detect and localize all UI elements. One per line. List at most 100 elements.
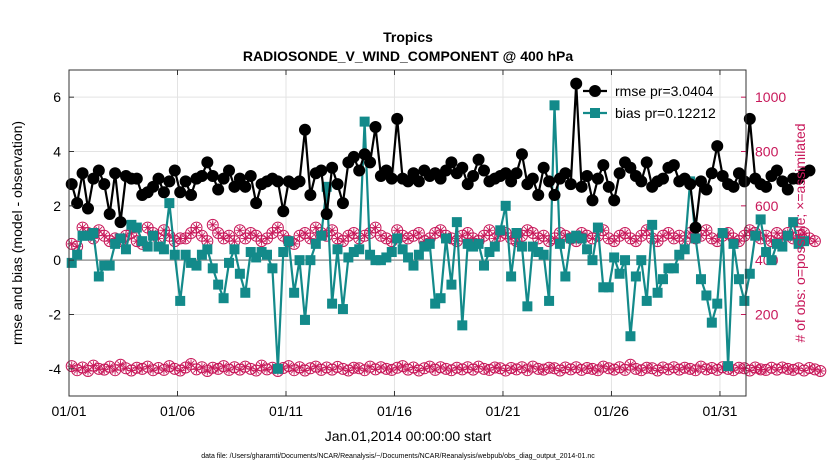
bias-point — [674, 249, 685, 260]
y-left-tick-label: 2 — [53, 198, 61, 214]
obs-assimilated-marker — [674, 231, 684, 241]
obs-assimilated-marker — [246, 228, 256, 238]
bias-point — [430, 298, 441, 309]
rmse-point — [543, 175, 556, 188]
rmse-point — [206, 169, 219, 182]
obs-assimilated-marker — [615, 362, 625, 372]
rmse-point — [597, 159, 610, 172]
y-right-tick-label: 200 — [755, 307, 779, 323]
bias-point — [441, 233, 452, 244]
obs-assimilated-marker — [723, 228, 733, 238]
rmse-point — [477, 164, 490, 177]
rmse-point — [505, 175, 518, 188]
bias-point — [620, 255, 631, 266]
rmse-point — [315, 164, 328, 177]
rmse-point — [250, 197, 263, 210]
obs-assimilated-marker — [251, 231, 261, 241]
rmse-point — [179, 175, 192, 188]
obs-assimilated-marker — [571, 362, 581, 372]
rmse-point — [684, 178, 697, 191]
obs-assimilated-marker — [126, 228, 136, 238]
obs-assimilated-marker — [446, 233, 456, 243]
y-axis-label-right: # of obs: o=possible; ×=assimilated — [792, 123, 808, 342]
obs-assimilated-marker — [712, 365, 722, 375]
bias-point — [712, 298, 723, 309]
rmse-point — [298, 123, 311, 136]
obs-assimilated-marker — [197, 362, 207, 372]
bias-point — [72, 249, 83, 260]
obs-count-point — [304, 232, 317, 245]
bias-point — [538, 249, 549, 260]
obs-assimilated-marker — [522, 225, 532, 235]
y-axis-label-left: rmse and bias (model - observation) — [9, 121, 25, 345]
obs-assimilated-marker — [251, 365, 261, 375]
bias-point — [527, 241, 538, 252]
obs-assimilated-marker — [99, 365, 109, 375]
obs-possible-marker — [271, 221, 284, 234]
obs-assimilated-marker — [430, 365, 440, 375]
rmse-point — [711, 140, 724, 153]
obs-assimilated-marker — [175, 365, 185, 375]
obs-assimilated-marker — [343, 365, 353, 375]
obs-assimilated-marker — [289, 239, 299, 249]
obs-assimilated-marker — [685, 228, 695, 238]
bias-point — [294, 255, 305, 266]
x-axis-layer: 01/01 01/06 01/11 01/16 01/21 01/26 01/31 — [51, 70, 738, 419]
obs-assimilated-marker — [154, 233, 164, 243]
obs-assimilated-marker — [468, 365, 478, 375]
obs-assimilated-marker — [267, 363, 277, 373]
bias-series-layer — [66, 100, 810, 374]
rmse-point — [347, 150, 360, 163]
bias-point — [587, 255, 598, 266]
bias-point — [164, 198, 175, 209]
obs-assimilated-marker — [116, 360, 126, 370]
y-right-tick-label: 1000 — [755, 89, 786, 105]
x-axis-label: Jan.01,2014 00:00:00 start — [325, 428, 492, 444]
bias-point — [148, 230, 159, 241]
bias-point — [278, 247, 289, 258]
obs-assimilated-marker — [83, 366, 93, 376]
obs-assimilated-marker — [430, 228, 440, 238]
obs-assimilated-marker — [398, 361, 408, 371]
obs-assimilated-marker — [604, 233, 614, 243]
rmse-point — [640, 156, 653, 169]
obs-assimilated-marker — [533, 233, 543, 243]
obs-count-point — [271, 221, 284, 234]
bias-point — [359, 116, 370, 127]
rmse-point — [304, 188, 317, 201]
rmse-point — [738, 175, 751, 188]
obs-assimilated-marker — [517, 362, 527, 372]
obs-count-point — [814, 365, 827, 378]
bias-point — [251, 252, 262, 263]
obs-assimilated-marker — [794, 231, 804, 241]
obs-assimilated-marker — [181, 233, 191, 243]
obs-assimilated-marker — [295, 231, 305, 241]
obs-assimilated-marker — [186, 359, 196, 369]
obs-assimilated-marker — [110, 233, 120, 243]
bias-point — [679, 244, 690, 255]
obs-assimilated-marker — [609, 236, 619, 246]
rmse-point — [277, 205, 290, 218]
bias-point — [560, 271, 571, 282]
rmse-point — [353, 164, 366, 177]
obs-count-point — [483, 224, 496, 237]
rmse-point — [559, 167, 572, 180]
rmse-point — [732, 167, 745, 180]
rmse-point — [570, 77, 583, 90]
bias-point — [207, 263, 218, 274]
bias-point — [110, 238, 121, 249]
obs-assimilated-marker — [669, 233, 679, 243]
rmse-point — [271, 175, 284, 188]
footnote: data file: /Users/gharamti/Documents/NCA… — [201, 453, 595, 460]
bias-point — [723, 361, 734, 372]
bias-point — [354, 244, 365, 255]
bias-point — [245, 247, 256, 258]
obs-assimilated-marker — [696, 362, 706, 372]
obs-assimilated-marker — [517, 231, 527, 241]
obs-assimilated-marker — [701, 225, 711, 235]
obs-assimilated-marker — [425, 362, 435, 372]
obs-assimilated-marker — [495, 231, 505, 241]
bias-point — [332, 244, 343, 255]
rmse-point — [369, 121, 382, 134]
obs-assimilated-marker — [642, 225, 652, 235]
